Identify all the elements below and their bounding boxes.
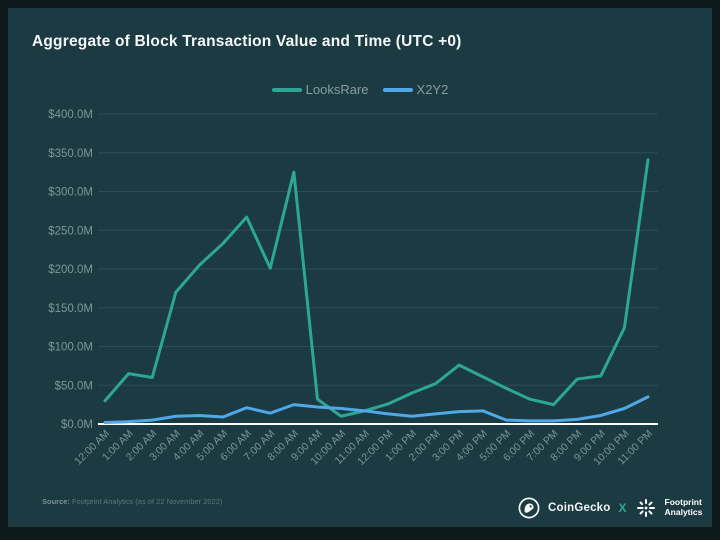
slide-background: Aggregate of Block Transaction Value and… <box>8 8 712 527</box>
source-text: Footprint Analytics (as of 22 November 2… <box>71 497 223 506</box>
legend-item-looksrare: LooksRare <box>271 82 369 97</box>
footprint-logo-icon <box>636 499 655 517</box>
legend-label-looksrare: LooksRare <box>305 82 369 97</box>
looksrare-swatch-icon <box>271 87 302 92</box>
footprint-wordmark: Footprint Analytics <box>664 497 703 517</box>
source-note: Source: Footprint Analytics (as of 22 Nov… <box>42 497 222 506</box>
chart-legend: LooksRare X2Y2 <box>8 82 712 97</box>
source-label: Source: <box>42 497 70 506</box>
legend-label-x2y2: X2Y2 <box>416 82 449 97</box>
x2y2-swatch-icon <box>382 87 413 92</box>
collab-x-mark: X <box>618 501 627 515</box>
chart-title: Aggregate of Block Transaction Value and… <box>32 33 462 50</box>
legend-item-x2y2: X2Y2 <box>382 82 449 97</box>
coingecko-logo-icon <box>518 497 540 519</box>
branding-footer: CoinGecko X Footprint Analytics <box>518 497 702 519</box>
coingecko-wordmark: CoinGecko <box>548 502 611 514</box>
